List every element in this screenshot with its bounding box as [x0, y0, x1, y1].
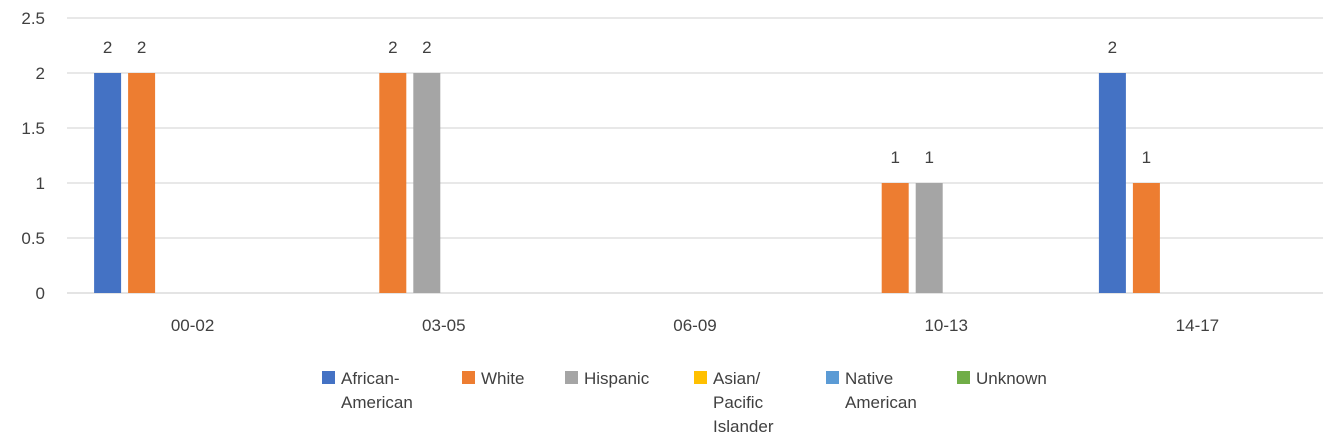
- data-label: 2: [103, 38, 112, 57]
- legend-label: American: [341, 393, 413, 412]
- bar-white-03-05: [379, 73, 407, 293]
- legend-swatch: [462, 371, 475, 384]
- y-tick-label: 0.5: [21, 229, 45, 248]
- legend-item-african-american: African- American: [322, 369, 413, 412]
- legend-label: White: [481, 369, 524, 388]
- y-tick-label: 2.5: [21, 9, 45, 28]
- legend-label: Pacific: [713, 393, 764, 412]
- legend-swatch: [565, 371, 578, 384]
- data-label: 1: [924, 148, 933, 167]
- legend-swatch: [826, 371, 839, 384]
- y-tick-label: 1.5: [21, 119, 45, 138]
- data-label: 1: [1142, 148, 1151, 167]
- x-tick-label: 10-13: [924, 316, 967, 335]
- legend: African- American White Hispanic Asian/Pacif…: [322, 369, 1047, 436]
- data-label: 1: [890, 148, 899, 167]
- data-label: 2: [137, 38, 146, 57]
- bar-hispanic-03-05: [413, 73, 441, 293]
- legend-item-white: White: [462, 369, 524, 388]
- bar-white-14-17: [1132, 183, 1160, 293]
- legend-label: Unknown: [976, 369, 1047, 388]
- legend-label: African-: [341, 369, 400, 388]
- bar-white-00-02: [128, 73, 156, 293]
- legend-item-hispanic: Hispanic: [565, 369, 650, 388]
- legend-label: Asian/: [713, 369, 761, 388]
- x-tick-label: 03-05: [422, 316, 465, 335]
- y-tick-label: 0: [36, 284, 45, 303]
- legend-item-native-american: Native American: [826, 369, 917, 412]
- data-label: 2: [422, 38, 431, 57]
- x-tick-label: 14-17: [1176, 316, 1219, 335]
- x-tick-label: 06-09: [673, 316, 716, 335]
- legend-swatch: [322, 371, 335, 384]
- data-labels: 2 2 2 2 1 1 2 1: [103, 38, 1151, 167]
- bar-african-american-14-17: [1098, 73, 1126, 293]
- gridlines: [67, 17, 1323, 294]
- legend-label: American: [845, 393, 917, 412]
- legend-item-unknown: Unknown: [957, 369, 1047, 388]
- x-tick-label: 00-02: [171, 316, 214, 335]
- data-label: 2: [388, 38, 397, 57]
- data-label: 2: [1108, 38, 1117, 57]
- legend-swatch: [694, 371, 707, 384]
- legend-swatch: [957, 371, 970, 384]
- y-tick-label: 2: [36, 64, 45, 83]
- x-axis-tick-labels: 00-02 03-05 06-09 10-13 14-17: [171, 316, 1219, 335]
- bar-hispanic-10-13: [915, 183, 943, 293]
- bar-african-american-00-02: [94, 73, 122, 293]
- y-axis-tick-labels: 0 0.5 1 1.5 2 2.5: [21, 9, 45, 303]
- bars: [94, 73, 1160, 293]
- bar-white-10-13: [881, 183, 909, 293]
- legend-label: Hispanic: [584, 369, 650, 388]
- legend-item-asian-pacific-islander: Asian/Pacific Islander: [694, 369, 774, 436]
- y-tick-label: 1: [36, 174, 45, 193]
- legend-label: Native: [845, 369, 893, 388]
- legend-label: Islander: [713, 417, 774, 436]
